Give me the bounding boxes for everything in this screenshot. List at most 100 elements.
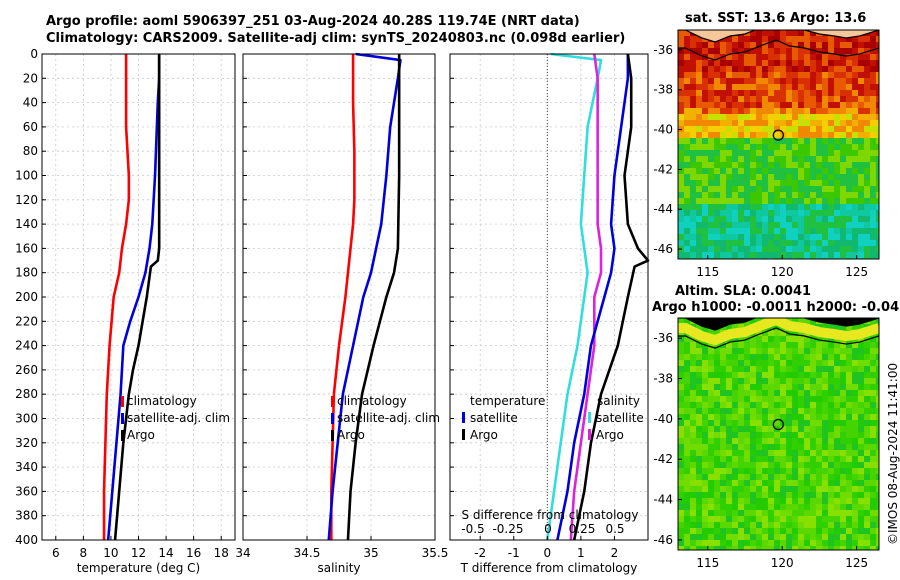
- map-cell: [678, 192, 684, 198]
- map-cell: [852, 252, 858, 258]
- map-cell: [870, 78, 876, 84]
- map-cell: [750, 36, 756, 42]
- map-cell: [732, 138, 738, 144]
- map-cell: [756, 42, 762, 48]
- map-cell: [786, 204, 792, 210]
- map-cell: [678, 30, 684, 36]
- map-cell: [846, 342, 852, 348]
- map-cell: [720, 192, 726, 198]
- map-cell: [708, 156, 714, 162]
- map-cell: [720, 240, 726, 246]
- map-cell: [792, 36, 798, 42]
- map-cell: [774, 384, 780, 390]
- map-cell: [816, 528, 822, 534]
- map-cell: [846, 390, 852, 396]
- map-cell: [756, 438, 762, 444]
- map-cell: [876, 90, 879, 96]
- map-cell: [846, 360, 852, 366]
- map-cell: [840, 84, 846, 90]
- legend-label: Argo: [337, 428, 365, 442]
- map-cell: [696, 354, 702, 360]
- map-cell: [876, 168, 879, 174]
- map-cell: [678, 396, 684, 402]
- map-cell: [804, 138, 810, 144]
- map-cell: [702, 378, 708, 384]
- map-cell: [720, 378, 726, 384]
- map-cell: [738, 504, 744, 510]
- map-cell: [864, 522, 870, 528]
- map-cell: [780, 372, 786, 378]
- map-cell: [696, 144, 702, 150]
- map-cell: [732, 114, 738, 120]
- y-tick-label: 260: [15, 363, 38, 377]
- map-cell: [846, 516, 852, 522]
- map-cell: [744, 444, 750, 450]
- map-cell: [750, 54, 756, 60]
- map-cell: [786, 84, 792, 90]
- map-cell: [876, 240, 879, 246]
- map-cell: [840, 126, 846, 132]
- map-cell: [846, 168, 852, 174]
- argo-float-marker: [772, 418, 785, 431]
- map-cell: [786, 390, 792, 396]
- y-tick-label: 300: [15, 412, 38, 426]
- map-cell: [876, 252, 879, 258]
- map-cell: [846, 42, 852, 48]
- map-cell: [864, 396, 870, 402]
- map-cell: [690, 174, 696, 180]
- map-cell: [822, 240, 828, 246]
- map-cell: [708, 54, 714, 60]
- map-cell: [720, 216, 726, 222]
- y-tick-label: -46: [653, 242, 673, 256]
- map-cell: [822, 372, 828, 378]
- map-cell: [816, 396, 822, 402]
- map-cell: [834, 198, 840, 204]
- map-cell: [714, 108, 720, 114]
- map-cell: [834, 528, 840, 534]
- map-cell: [696, 360, 702, 366]
- map-cell: [702, 192, 708, 198]
- map-cell: [798, 504, 804, 510]
- map-cell: [870, 186, 876, 192]
- legend-title-salinity: salinity: [597, 394, 640, 408]
- map-cell: [798, 102, 804, 108]
- map-cell: [684, 474, 690, 480]
- map-cell: [678, 180, 684, 186]
- map-cell: [720, 444, 726, 450]
- map-cell: [702, 234, 708, 240]
- map-cell: [726, 414, 732, 420]
- map-cell: [792, 138, 798, 144]
- map-cell: [816, 138, 822, 144]
- map-cell: [798, 138, 804, 144]
- map-cell: [846, 228, 852, 234]
- map-cell: [774, 204, 780, 210]
- map-cell: [876, 96, 879, 102]
- map-cell: [744, 498, 750, 504]
- map-cell: [708, 222, 714, 228]
- map-cell: [792, 54, 798, 60]
- map-cell: [798, 126, 804, 132]
- map-cell: [702, 474, 708, 480]
- map-cell: [696, 240, 702, 246]
- map-cell: [774, 330, 780, 336]
- map-cell: [696, 228, 702, 234]
- map-cell: [786, 180, 792, 186]
- map-cell: [696, 444, 702, 450]
- map-cell: [708, 120, 714, 126]
- map-cell: [834, 210, 840, 216]
- map-cell: [732, 168, 738, 174]
- map-cell: [690, 138, 696, 144]
- map-cell: [702, 468, 708, 474]
- map-cell: [702, 60, 708, 66]
- map-cell: [780, 390, 786, 396]
- map-cell: [876, 180, 879, 186]
- map-cell: [846, 354, 852, 360]
- map-cell: [810, 540, 816, 546]
- map-cell: [834, 120, 840, 126]
- map-cell: [840, 534, 846, 540]
- map-cell: [726, 54, 732, 60]
- map-cell: [822, 132, 828, 138]
- map-cell: [840, 66, 846, 72]
- map-cell: [852, 60, 858, 66]
- map-cell: [714, 372, 720, 378]
